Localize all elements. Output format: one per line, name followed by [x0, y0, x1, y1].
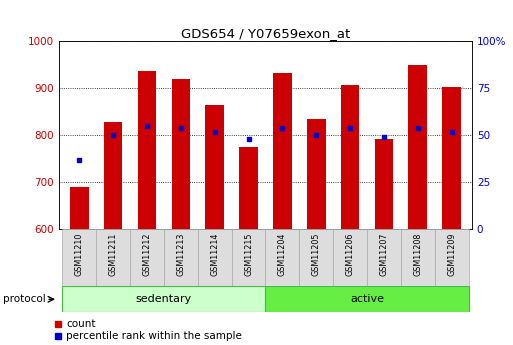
Bar — [171, 79, 190, 229]
Bar — [239, 147, 258, 229]
Bar — [299, 229, 333, 286]
Bar — [333, 229, 367, 286]
Bar — [63, 229, 96, 286]
Text: active: active — [350, 294, 384, 304]
Bar — [307, 119, 326, 229]
Bar — [374, 139, 393, 229]
Bar — [341, 85, 360, 229]
Text: GSM11204: GSM11204 — [278, 232, 287, 276]
Bar — [273, 73, 292, 229]
Bar — [164, 229, 198, 286]
Bar — [96, 229, 130, 286]
Bar — [232, 229, 266, 286]
Text: GSM11215: GSM11215 — [244, 232, 253, 276]
Bar — [435, 229, 468, 286]
Bar — [367, 229, 401, 286]
Bar — [205, 105, 224, 229]
Bar — [104, 122, 123, 229]
Text: GSM11214: GSM11214 — [210, 232, 219, 276]
Text: protocol: protocol — [3, 294, 45, 304]
Bar — [70, 187, 89, 229]
Text: GSM11211: GSM11211 — [109, 232, 117, 276]
Bar — [198, 229, 232, 286]
Bar — [408, 65, 427, 229]
Text: GSM11208: GSM11208 — [413, 232, 422, 276]
Bar — [442, 87, 461, 229]
Text: GSM11212: GSM11212 — [143, 232, 151, 276]
Bar — [137, 70, 156, 229]
Text: sedentary: sedentary — [136, 294, 192, 304]
Bar — [130, 229, 164, 286]
Bar — [63, 286, 266, 312]
Title: GDS654 / Y07659exon_at: GDS654 / Y07659exon_at — [181, 27, 350, 40]
Text: GSM11206: GSM11206 — [346, 232, 354, 276]
Bar — [401, 229, 435, 286]
Bar — [266, 229, 299, 286]
Text: GSM11213: GSM11213 — [176, 232, 185, 276]
Text: GSM11205: GSM11205 — [312, 232, 321, 276]
Text: GSM11207: GSM11207 — [380, 232, 388, 276]
Text: GSM11210: GSM11210 — [75, 232, 84, 276]
Legend: count, percentile rank within the sample: count, percentile rank within the sample — [54, 319, 242, 341]
Text: GSM11209: GSM11209 — [447, 232, 456, 276]
Bar — [266, 286, 468, 312]
